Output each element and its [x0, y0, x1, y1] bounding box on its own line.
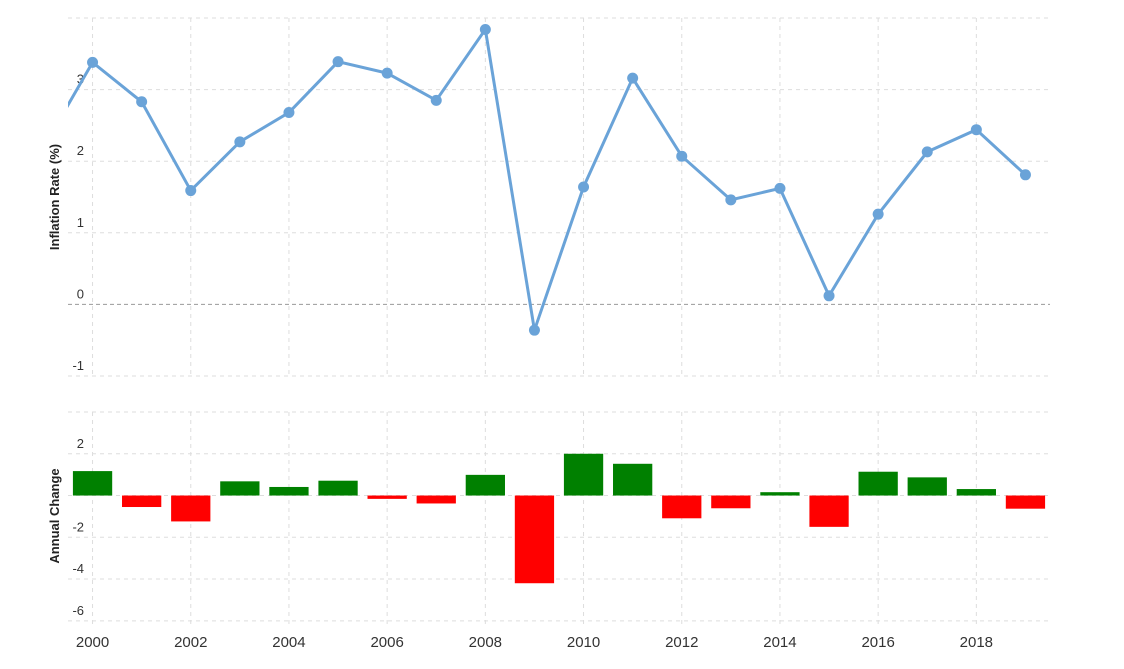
point: [578, 181, 590, 193]
y-tick-label: 0: [77, 286, 84, 301]
x-tick-label: 2018: [960, 634, 993, 651]
point: [676, 150, 688, 162]
point: [185, 185, 197, 197]
x-tick-label: 2016: [861, 634, 894, 651]
bar: [269, 486, 309, 496]
point: [234, 136, 246, 148]
bar: [613, 463, 653, 496]
bar: [809, 495, 849, 527]
y-tick-label: -4: [72, 561, 84, 576]
bar: [711, 495, 751, 509]
point: [283, 107, 295, 119]
bar: [1005, 495, 1046, 509]
point: [970, 124, 982, 136]
bar: [220, 481, 260, 496]
x-tick-label: 2008: [469, 634, 502, 651]
bar: [171, 495, 211, 522]
point: [627, 72, 639, 84]
y-tick-label: 2: [77, 143, 84, 158]
y-tick-label: -1: [72, 358, 84, 373]
y-tick-label: 1: [77, 215, 84, 230]
x-tick-label: 2012: [665, 634, 698, 651]
bar: [514, 495, 555, 584]
x-tick-label: 2014: [763, 634, 796, 651]
point: [774, 182, 786, 194]
point: [479, 23, 491, 35]
bar: [72, 471, 113, 496]
point: [1019, 169, 1031, 181]
bar: [563, 453, 604, 496]
point: [921, 146, 933, 158]
x-tick-label: 2000: [76, 634, 109, 651]
x-tick-label: 2006: [370, 634, 403, 651]
y-tick-label: 3: [77, 72, 84, 87]
point: [725, 194, 737, 206]
point: [823, 290, 835, 302]
y-tick-label: 2: [77, 436, 84, 451]
point: [430, 94, 442, 106]
y-tick-label: -6: [72, 603, 84, 618]
bar: [760, 492, 800, 496]
x-tick-label: 2002: [174, 634, 207, 651]
point: [332, 56, 344, 68]
x-tick-label: 2004: [272, 634, 305, 651]
x-tick-label: 2010: [567, 634, 600, 651]
point: [381, 67, 393, 79]
bar: [465, 474, 505, 496]
point: [872, 208, 884, 220]
bar: [416, 495, 456, 504]
y-axis-label: Inflation Rate (%): [47, 144, 62, 250]
bar: [956, 489, 996, 496]
point: [87, 56, 99, 68]
bar: [662, 495, 702, 519]
y-tick-label: -2: [72, 519, 84, 534]
bar: [907, 477, 947, 496]
y-axis-label: Annual Change: [47, 468, 62, 563]
bar: [858, 471, 898, 496]
bar: [318, 480, 358, 496]
bar: [122, 495, 162, 508]
bar: [367, 495, 407, 499]
point: [528, 324, 540, 336]
point: [136, 96, 148, 108]
